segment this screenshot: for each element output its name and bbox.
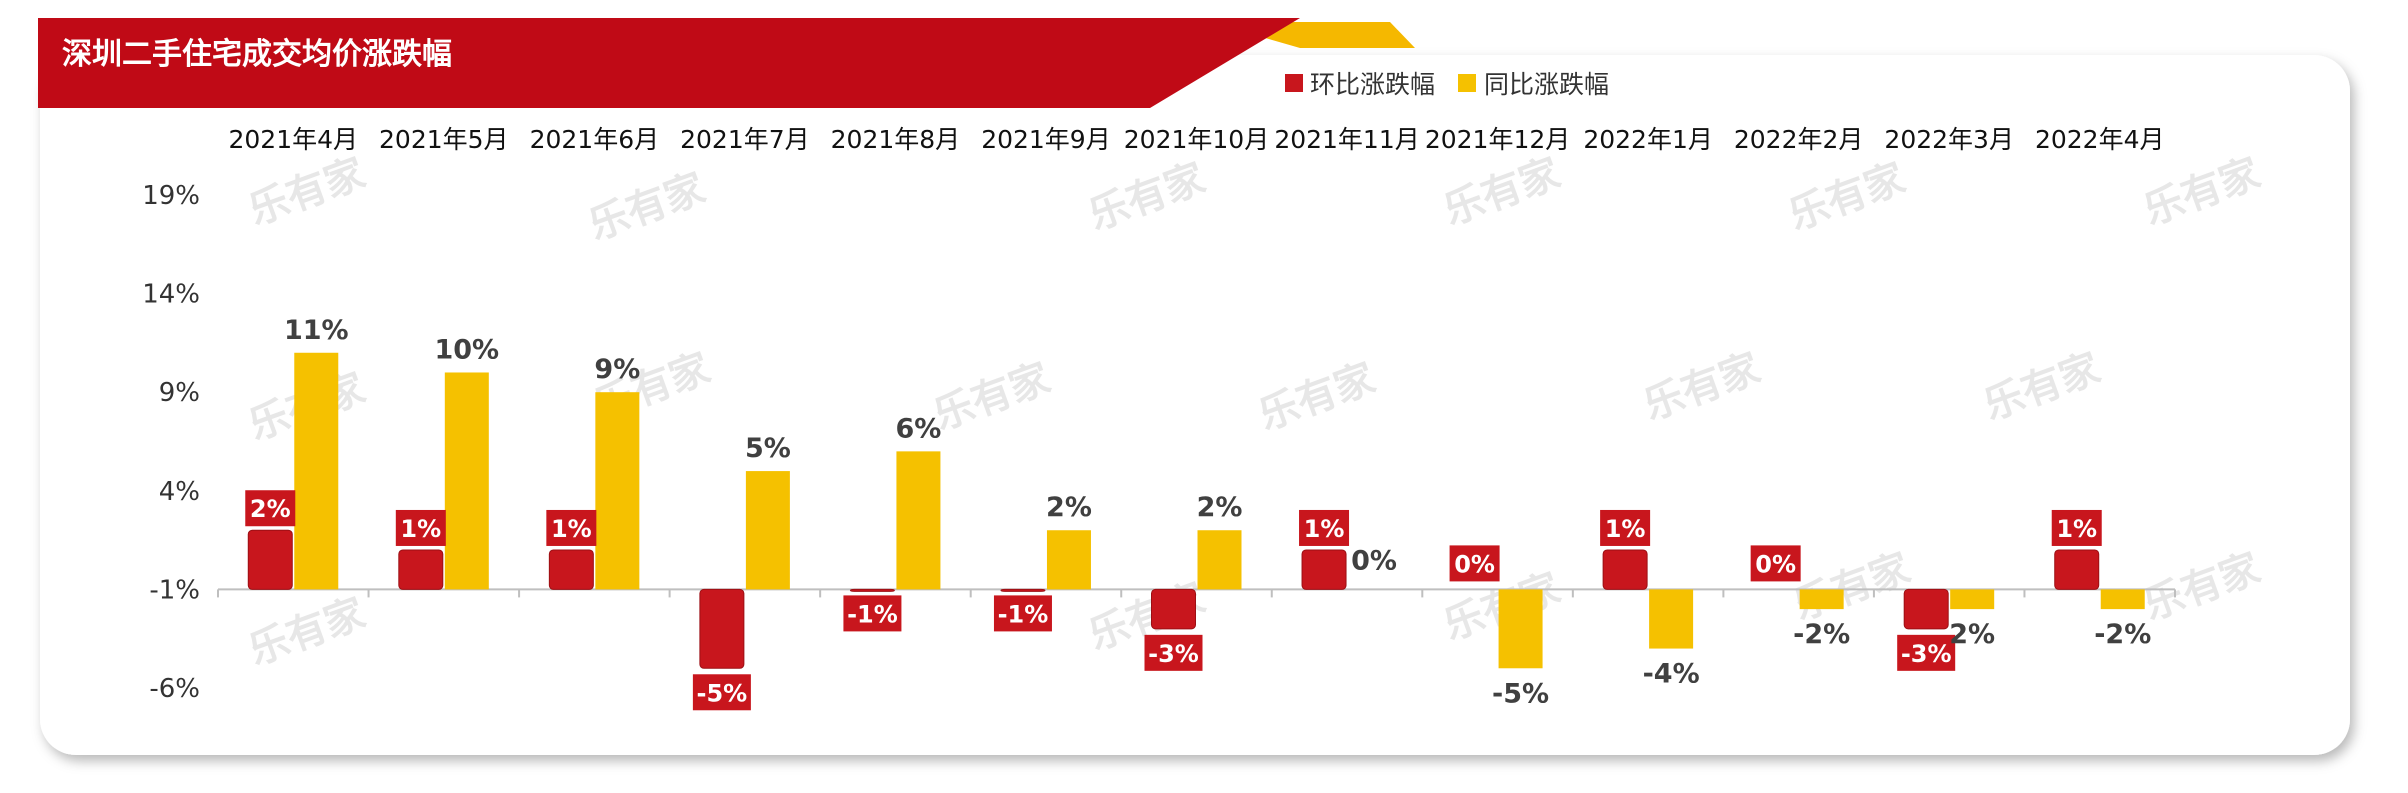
yoy-data-label: -4% xyxy=(1643,659,1700,690)
mom-data-label: 1% xyxy=(2056,515,2097,543)
category-label: 2021年8月 xyxy=(831,125,961,154)
mom-label-box xyxy=(1299,509,1350,546)
bar-yoy xyxy=(294,352,339,590)
category-label: 2021年5月 xyxy=(379,125,509,154)
mom-data-label: 1% xyxy=(400,515,441,543)
legend-swatch-mom xyxy=(1285,74,1303,92)
legend: 环比涨跌幅 同比涨跌幅 xyxy=(1285,70,1609,99)
bar-mom xyxy=(2054,549,2100,590)
mom-data-label: -1% xyxy=(847,600,898,628)
mom-data-label: 0% xyxy=(1454,550,1495,578)
mom-label-box xyxy=(692,674,751,711)
mom-label-box xyxy=(2051,509,2102,546)
category-label: 2021年7月 xyxy=(680,125,810,154)
mom-label-box xyxy=(1144,634,1203,671)
bar-yoy xyxy=(896,451,941,590)
yoy-data-label: 11% xyxy=(284,315,349,346)
category-label: 2021年6月 xyxy=(530,125,660,154)
y-tick-label: -1% xyxy=(149,575,200,605)
bar-mom xyxy=(1602,549,1648,590)
y-tick-label: 4% xyxy=(159,477,200,507)
mom-data-label: -1% xyxy=(998,600,1049,628)
mom-label-box xyxy=(993,595,1052,632)
banner-shape xyxy=(38,18,1300,108)
yoy-data-label: 2% xyxy=(1197,492,1243,523)
bar-mom xyxy=(1000,588,1046,592)
bar-yoy xyxy=(1498,589,1543,669)
category-label: 2021年4月 xyxy=(229,125,359,154)
category-label: 2022年2月 xyxy=(1734,125,1864,154)
yoy-data-label: -2% xyxy=(1793,619,1850,650)
legend-label-mom: 环比涨跌幅 xyxy=(1310,70,1435,99)
yoy-data-label: 10% xyxy=(434,334,499,365)
category-label: 2021年11月 xyxy=(1274,125,1419,154)
category-label: 2021年9月 xyxy=(981,125,1111,154)
category-label: 2022年1月 xyxy=(1583,125,1713,154)
bar-mom xyxy=(849,588,895,592)
mom-data-label: 1% xyxy=(1605,515,1646,543)
y-axis: 19% 14% 9% 4% -1% -6% xyxy=(142,181,2176,704)
mom-label-box xyxy=(1600,509,1651,546)
mom-data-label: 2% xyxy=(250,495,291,523)
chart-title: 深圳二手住宅成交均价涨跌幅 xyxy=(62,37,452,72)
bar-yoy xyxy=(1197,530,1242,590)
bar-mom xyxy=(699,588,745,669)
bar-mom xyxy=(1903,588,1949,630)
mom-data-label: -5% xyxy=(697,679,748,707)
bar-yoy xyxy=(1649,589,1694,649)
bar-yoy xyxy=(444,372,489,590)
bar-mom xyxy=(398,549,444,590)
mom-data-label: -3% xyxy=(1901,640,1952,668)
bar-mom xyxy=(1301,549,1347,590)
category-label: 2021年10月 xyxy=(1124,125,1269,154)
mom-label-box xyxy=(546,509,597,546)
mom-label-box xyxy=(1897,634,1956,671)
yoy-data-label: 9% xyxy=(594,354,640,385)
bar-yoy xyxy=(1950,589,1995,610)
bar-yoy xyxy=(745,471,790,590)
mom-data-label: 1% xyxy=(1304,515,1345,543)
mom-label-box xyxy=(1750,545,1801,582)
data-labels: 2%11%1%10%1%9%-5%5%-1%6%-1%2%-3%2%1%0% 0%… xyxy=(245,315,2151,711)
mom-label-box xyxy=(843,595,902,632)
bar-mom xyxy=(548,549,594,590)
bar-yoy xyxy=(1046,530,1091,590)
mom-data-label: 0% xyxy=(1755,550,1796,578)
category-labels: 2021年4月 2021年5月 2021年6月 2021年7月 2021年8月 2021年… xyxy=(229,125,2165,154)
y-tick-label: 14% xyxy=(142,280,200,310)
mom-label-box xyxy=(395,509,446,546)
bar-yoy xyxy=(595,392,640,590)
bar-mom xyxy=(247,529,293,590)
yoy-data-label: 2% xyxy=(1046,492,1092,523)
legend-label-yoy: 同比涨跌幅 xyxy=(1484,70,1609,99)
y-tick-label: -6% xyxy=(149,674,200,704)
yoy-data-label: 5% xyxy=(745,433,791,464)
legend-swatch-yoy xyxy=(1458,74,1476,92)
yoy-data-label: 6% xyxy=(896,413,942,444)
mom-data-label: 1% xyxy=(551,515,592,543)
mom-label-box xyxy=(245,490,296,527)
bars xyxy=(247,352,2145,669)
yoy-data-label: -2% xyxy=(2094,619,2151,650)
mom-label-box xyxy=(1449,545,1500,582)
category-label: 2022年3月 xyxy=(1884,125,2014,154)
category-label: 2021年12月 xyxy=(1425,125,1570,154)
yoy-data-label: 0% xyxy=(1351,545,1397,576)
bar-yoy xyxy=(1799,589,1844,610)
mom-data-label: -3% xyxy=(1148,640,1199,668)
bar-mom xyxy=(1151,588,1196,630)
yoy-data-label: -5% xyxy=(1492,678,1549,709)
y-tick-label: 9% xyxy=(159,378,200,408)
y-tick-label: 19% xyxy=(142,181,200,211)
yoy-data-label: 2% xyxy=(1949,619,1995,650)
bar-yoy xyxy=(2100,589,2145,610)
category-label: 2022年4月 xyxy=(2035,125,2165,154)
